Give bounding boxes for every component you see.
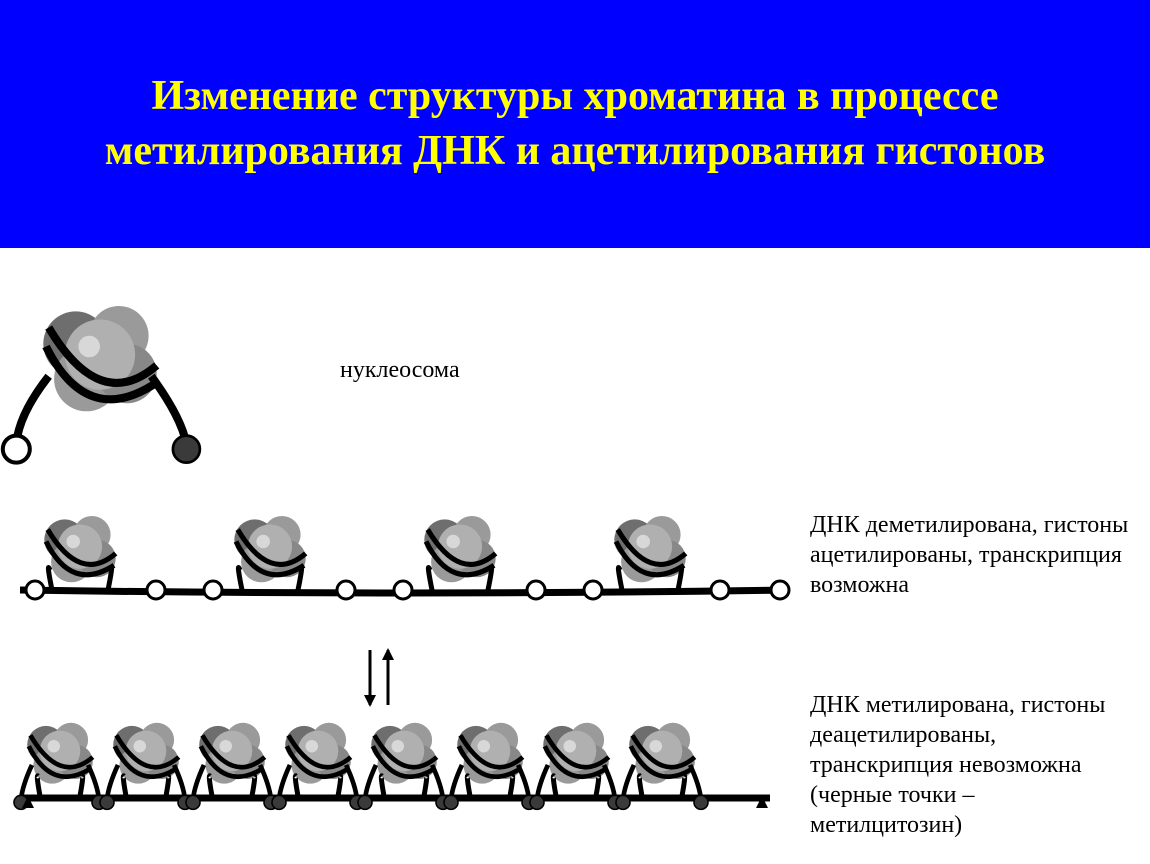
diagram-area: нуклеосома ДНК деметилирована, гистоны а… — [0, 260, 1150, 864]
single-nucleosome — [3, 306, 200, 463]
chromatin-diagram-svg — [0, 260, 1150, 864]
title-band: Изменение структуры хроматина в процессе… — [0, 0, 1150, 248]
open-chromatin-row — [20, 516, 790, 599]
closed-chromatin-row — [14, 723, 770, 810]
slide: Изменение структуры хроматина в процессе… — [0, 0, 1150, 864]
reversible-arrows-icon — [364, 648, 394, 707]
slide-title: Изменение структуры хроматина в процессе… — [0, 69, 1150, 178]
